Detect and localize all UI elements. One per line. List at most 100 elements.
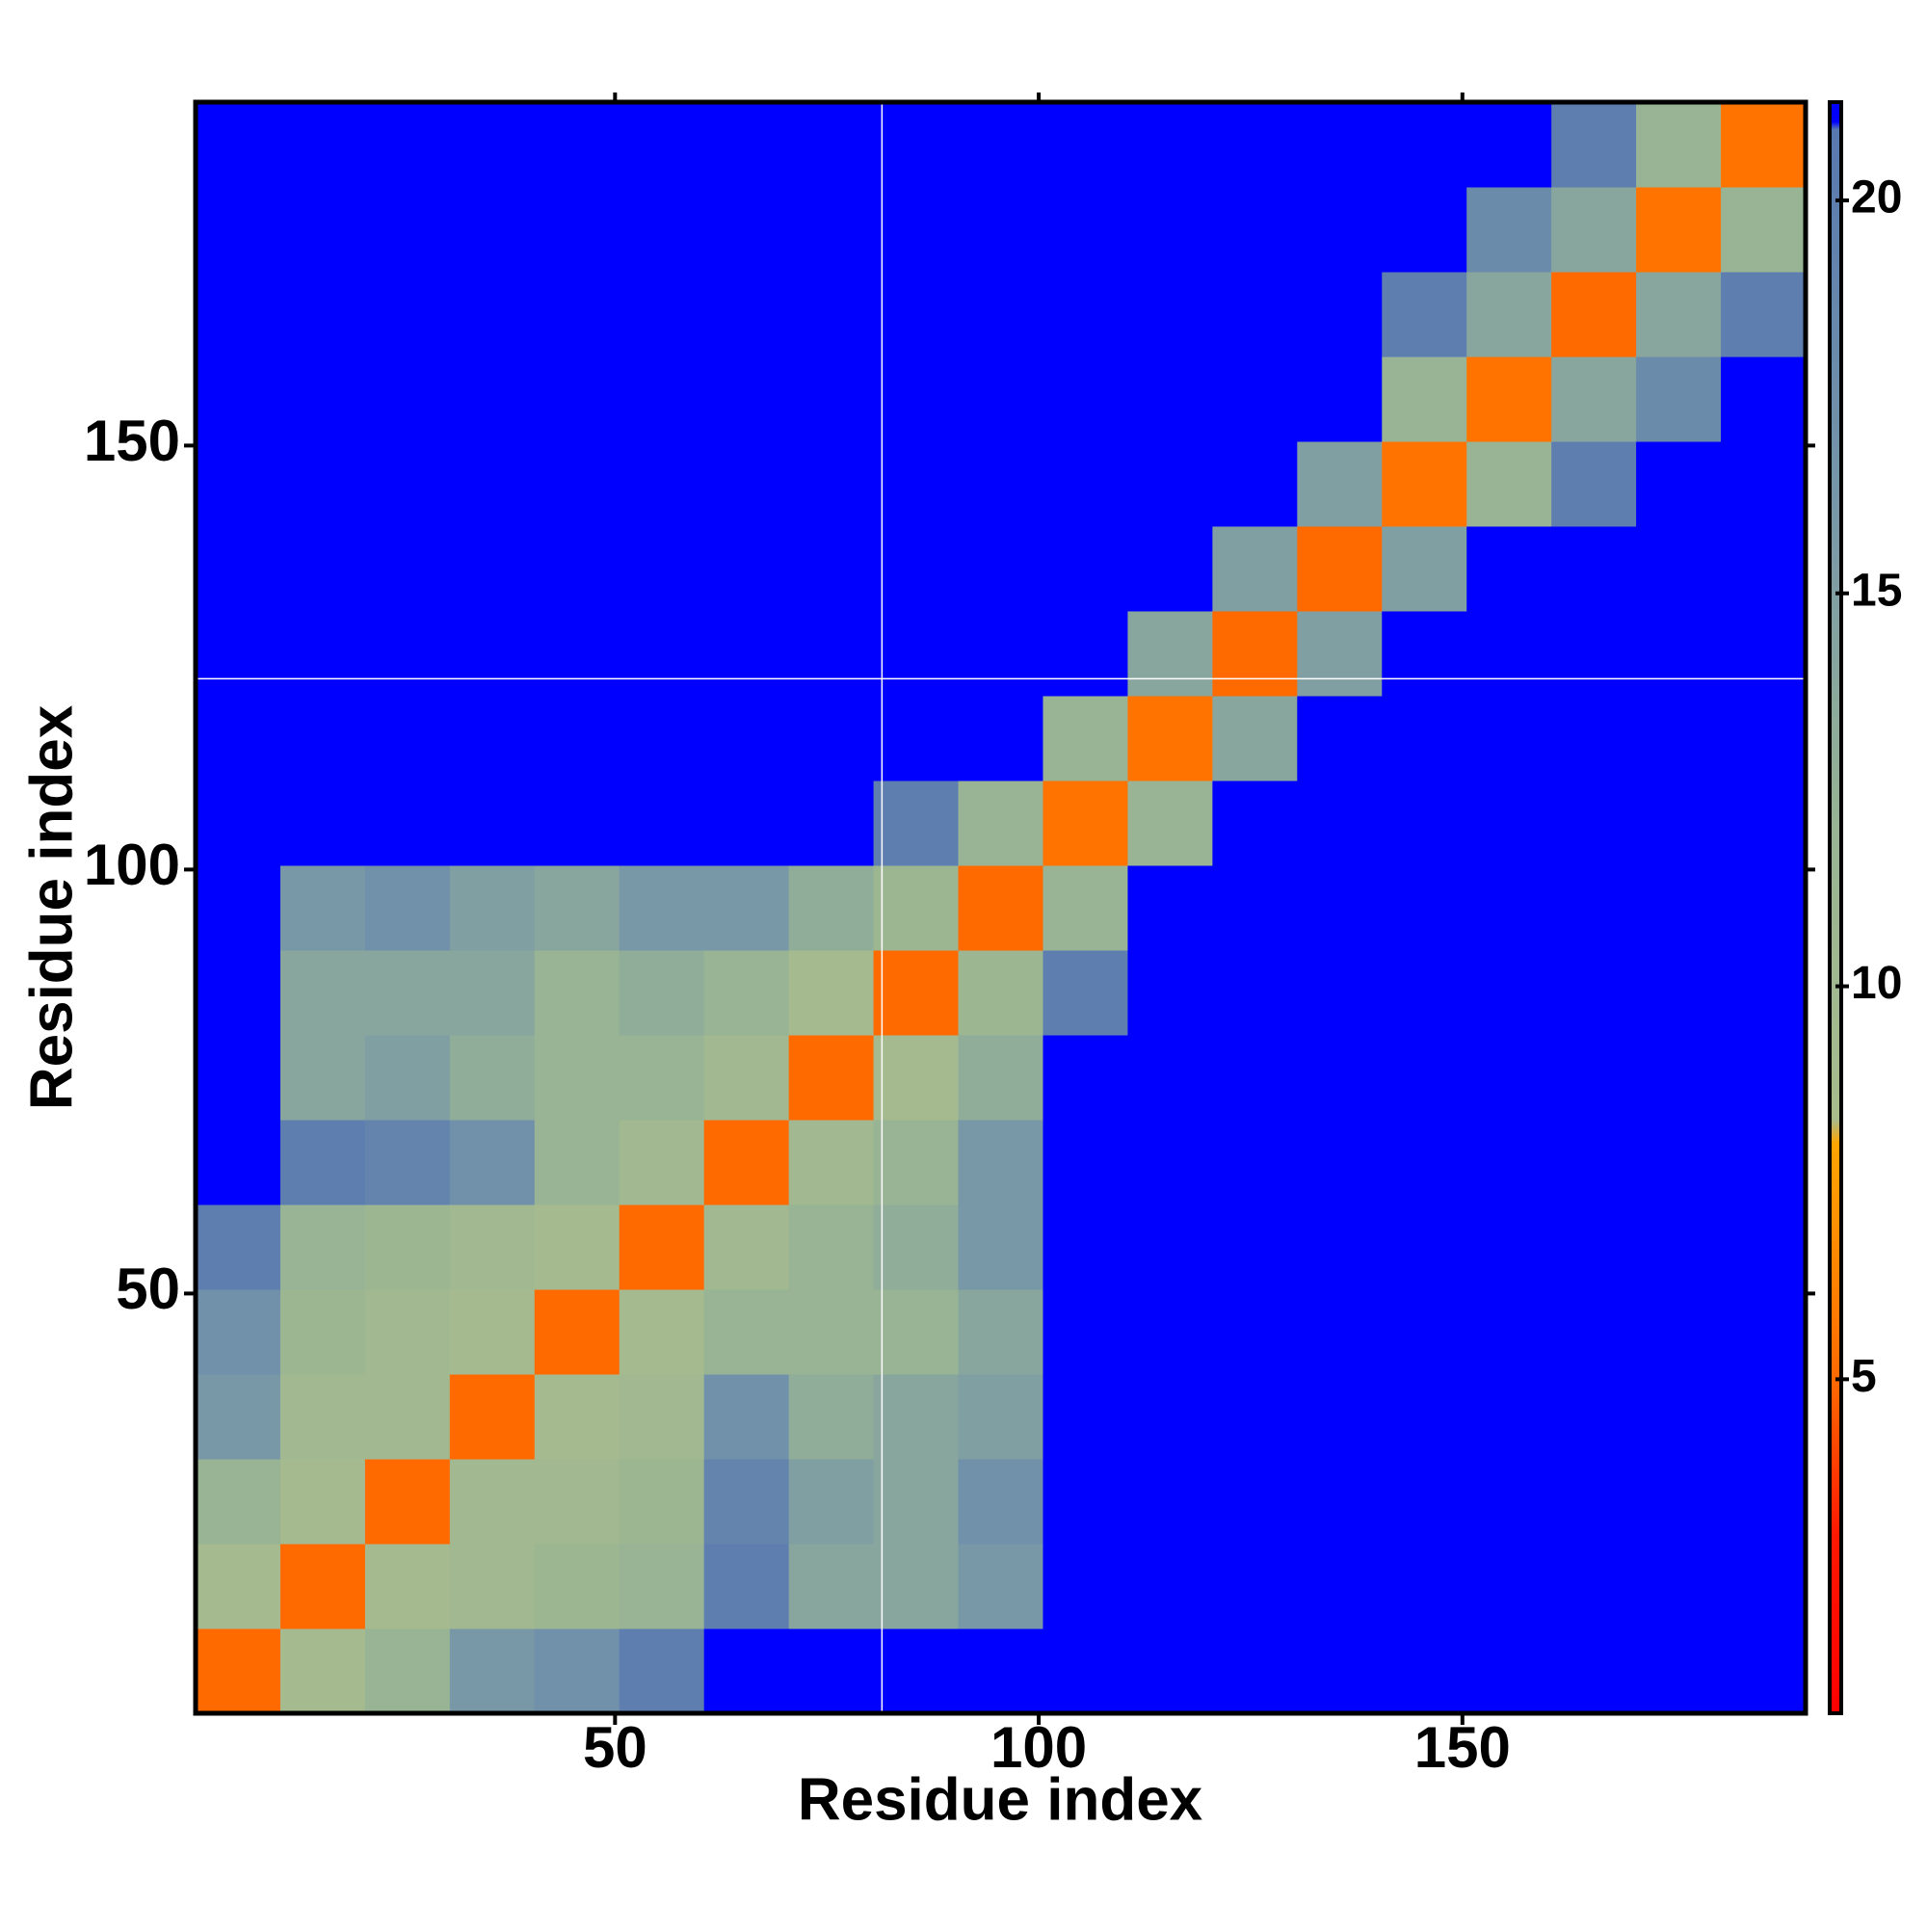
heatmap-cell <box>619 1289 705 1375</box>
heatmap-cell <box>1636 102 1722 188</box>
heatmap-cell <box>1721 781 1807 866</box>
heatmap-cell <box>1551 1544 1637 1629</box>
x-tick-label: 50 <box>583 1715 647 1780</box>
heatmap-cell <box>1466 1035 1552 1121</box>
heatmap-cell <box>1382 781 1467 866</box>
heatmap-cell <box>703 950 790 1036</box>
heatmap-cell <box>619 1544 705 1629</box>
heatmap-cell <box>1466 441 1552 527</box>
heatmap-cell <box>1382 102 1467 188</box>
heatmap-cell <box>1636 272 1722 357</box>
heatmap-cell <box>1212 526 1298 612</box>
heatmap-cell <box>196 1289 281 1375</box>
heatmap-cell <box>619 187 705 273</box>
heatmap-cell <box>1043 611 1128 697</box>
heatmap-cell <box>788 696 875 781</box>
heatmap-cell <box>1297 272 1383 357</box>
colorbar-tick-label: 15 <box>1851 565 1902 616</box>
heatmap-cell <box>619 1120 705 1205</box>
heatmap-cell <box>279 441 366 527</box>
heatmap-cell <box>1551 1374 1637 1460</box>
heatmap-cell <box>1382 696 1467 781</box>
heatmap-cell <box>534 187 620 273</box>
heatmap-cell <box>1382 187 1467 273</box>
x-tick-label: 150 <box>1414 1715 1511 1780</box>
heatmap-cell <box>1466 526 1552 612</box>
heatmap-cell <box>873 357 960 442</box>
heatmap-cell <box>364 272 451 357</box>
heatmap-cell <box>1297 441 1383 527</box>
heatmap-cell <box>1382 611 1467 697</box>
heatmap-cell <box>1721 611 1807 697</box>
heatmap-cell <box>364 950 451 1036</box>
heatmap-cell <box>703 187 790 273</box>
heatmap-cell <box>1212 611 1298 697</box>
heatmap-cell <box>1636 1459 1722 1545</box>
heatmap-cell <box>1043 1035 1128 1121</box>
heatmap-cell <box>1297 611 1383 697</box>
heatmap-cell <box>619 102 705 188</box>
y-tick-label: 150 <box>84 409 180 473</box>
heatmap-cell <box>873 1628 960 1714</box>
heatmap-cell <box>1043 696 1128 781</box>
heatmap-cell <box>1721 187 1807 273</box>
heatmap-cell <box>364 696 451 781</box>
heatmap-cell <box>873 696 960 781</box>
heatmap-cell <box>1636 1374 1722 1460</box>
heatmap-cell <box>958 950 1043 1036</box>
heatmap-cell <box>534 1459 620 1545</box>
heatmap-cell <box>449 357 536 442</box>
heatmap-cell <box>449 1459 536 1545</box>
heatmap-cell <box>1721 1035 1807 1121</box>
heatmap-cell <box>1127 781 1213 866</box>
heatmap-cell <box>1551 1628 1637 1714</box>
heatmap-cell <box>196 1374 281 1460</box>
heatmap-cell <box>279 357 366 442</box>
overlay: 50 100 150 50 100 150 5 10 15 20 <box>84 93 1902 1780</box>
heatmap-cell <box>1466 187 1552 273</box>
heatmap-cell <box>1466 1459 1552 1545</box>
heatmap-cell <box>873 1035 960 1121</box>
heatmap-cell <box>788 1459 875 1545</box>
heatmap-cell <box>279 611 366 697</box>
heatmap-cell <box>788 357 875 442</box>
heatmap-cell <box>873 1120 960 1205</box>
heatmap-cell <box>958 526 1043 612</box>
heatmap-cell <box>449 865 536 951</box>
heatmap-cell <box>449 781 536 866</box>
heatmap-cell <box>788 441 875 527</box>
x-axis-title: Residue index <box>798 1766 1203 1833</box>
heatmap-cell <box>534 1374 620 1460</box>
heatmap-cell <box>1043 272 1128 357</box>
heatmap-cell <box>703 1289 790 1375</box>
heatmap-cell <box>364 781 451 866</box>
heatmap-cell <box>1043 1374 1128 1460</box>
heatmap-cell <box>1043 950 1128 1036</box>
heatmap-cell <box>958 611 1043 697</box>
heatmap-cell <box>788 187 875 273</box>
heatmap-cell <box>619 1459 705 1545</box>
heatmap-cell <box>1212 1459 1298 1545</box>
heatmap-cell <box>1636 1120 1722 1205</box>
heatmap-cell <box>1212 1374 1298 1460</box>
heatmap-cell <box>1382 1544 1467 1629</box>
heatmap-cell <box>958 187 1043 273</box>
heatmap-cell <box>1466 611 1552 697</box>
heatmap-cell <box>1466 357 1552 442</box>
heatmap-cell <box>449 1204 536 1290</box>
heatmap-cell <box>788 865 875 951</box>
heatmap-cell <box>1382 1459 1467 1545</box>
heatmap-cell <box>279 1289 366 1375</box>
heatmap-cell <box>364 102 451 188</box>
heatmap-cell <box>873 1374 960 1460</box>
heatmap-cell <box>534 526 620 612</box>
heatmap-cell <box>449 441 536 527</box>
heatmap-cell <box>1721 1204 1807 1290</box>
heatmap-cell <box>1043 102 1128 188</box>
heatmap-cell <box>1636 1035 1722 1121</box>
heatmap-cell <box>1466 1204 1552 1290</box>
heatmap-cell <box>1466 865 1552 951</box>
heatmap-cell <box>1551 611 1637 697</box>
x-tick-label: 100 <box>990 1715 1087 1780</box>
